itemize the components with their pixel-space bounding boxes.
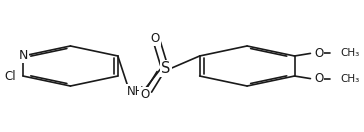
Text: S: S (161, 61, 170, 76)
Text: CH₃: CH₃ (340, 74, 360, 84)
Text: O: O (151, 32, 160, 45)
Text: O: O (314, 47, 323, 60)
Text: N: N (18, 50, 28, 62)
Text: CH₃: CH₃ (340, 48, 360, 58)
Text: O: O (314, 72, 323, 85)
Text: NH: NH (127, 85, 145, 98)
Text: Cl: Cl (4, 70, 16, 82)
Text: O: O (140, 88, 149, 101)
